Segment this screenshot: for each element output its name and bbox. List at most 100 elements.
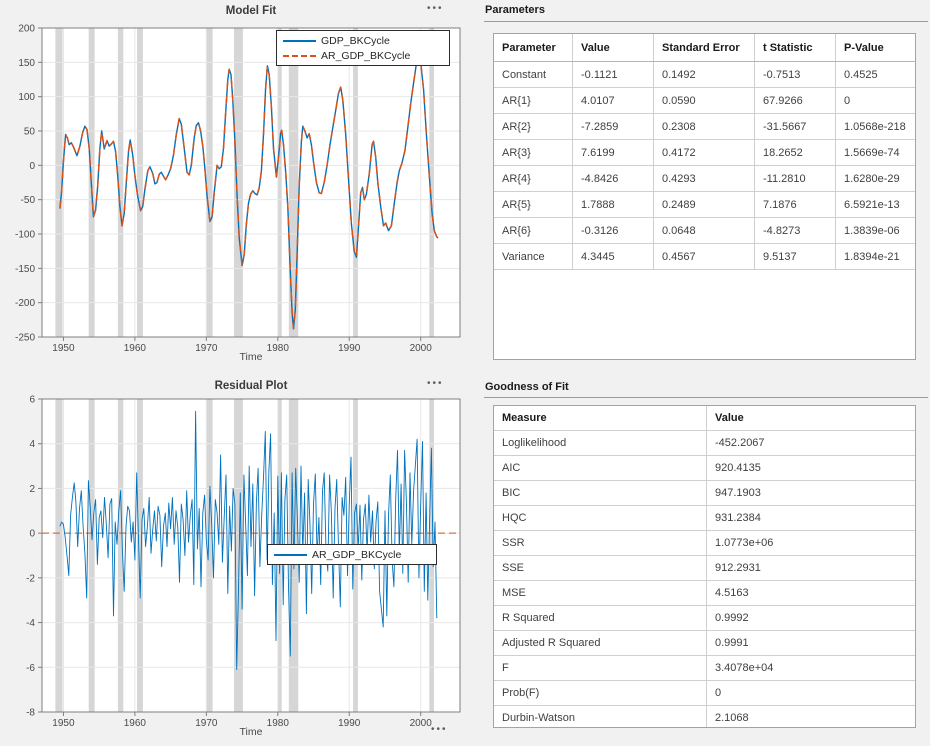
table-header-row: Parameter Value Standard Error t Statistic P… [494, 34, 915, 62]
goodness-of-fit-section-rule [484, 397, 928, 398]
table-row[interactable]: Constant -0.1121 0.1492 -0.7513 0.4525 [494, 62, 915, 88]
table-row[interactable]: HQC 931.2384 [494, 506, 915, 531]
table-cell: MSE [494, 581, 707, 605]
table-row[interactable]: MSE 4.5163 [494, 581, 915, 606]
legend-entry[interactable]: AR_GDP_BKCycle [283, 48, 442, 63]
residual-plot-bottom-options-icon[interactable]: ••• [431, 724, 448, 735]
table-row[interactable]: AIC 920.4135 [494, 456, 915, 481]
table-row[interactable]: Variance 4.3445 0.4567 9.5137 1.8394e-21 [494, 244, 915, 270]
model-fit-legend[interactable]: GDP_BKCycle AR_GDP_BKCycle [276, 30, 450, 66]
table-cell: Prob(F) [494, 681, 707, 705]
residual-plot-panel: 1950 1960 1970 1980 1990 2000 -8 -6 -4 -2 0 2 4 6 Res… [0, 375, 470, 746]
table-cell: 1.8394e-21 [844, 250, 900, 263]
table-row[interactable]: AR{2} -7.2859 0.2308 -31.5667 1.0568e-218 [494, 114, 915, 140]
model-fit-plot-panel: 1950 1960 1970 1980 1990 2000 -250 -200 -150 -100… [0, 0, 470, 375]
residual-plot-xlabel: Time [239, 726, 263, 738]
goodness-of-fit-table[interactable]: Measure Value Loglikelihood -452.2067 AIC 920… [493, 405, 916, 728]
table-row[interactable]: AR{4} -4.8426 0.4293 -11.2810 1.6280e-29 [494, 166, 915, 192]
svg-text:1960: 1960 [124, 343, 147, 354]
svg-text:1970: 1970 [195, 718, 218, 729]
table-row[interactable]: Loglikelihood -452.2067 [494, 431, 915, 456]
svg-text:-250: -250 [15, 333, 35, 344]
parameters-table[interactable]: Parameter Value Standard Error t Statistic P… [493, 33, 916, 360]
table-cell: 1.3839e-06 [844, 224, 900, 237]
table-cell: 1.7888 [573, 192, 654, 217]
table-cell: 6.5921e-13 [844, 198, 900, 211]
table-cell: 0.4293 [654, 166, 755, 191]
table-cell: 0.9991 [715, 637, 749, 649]
table-cell: 0.4525 [844, 68, 878, 81]
table-row[interactable]: BIC 947.1903 [494, 481, 915, 506]
parameters-section-rule [484, 21, 928, 22]
table-cell: SSE [494, 556, 707, 580]
table-cell: -0.3126 [573, 218, 654, 243]
model-fit-plot-canvas[interactable]: 1950 1960 1970 1980 1990 2000-250-200-150-100… [0, 0, 470, 375]
table-row[interactable]: AR{6} -0.3126 0.0648 -4.8273 1.3839e-06 [494, 218, 915, 244]
table-row[interactable]: AR{5} 1.7888 0.2489 7.1876 6.5921e-13 [494, 192, 915, 218]
residual-plot-title: Residual Plot [214, 380, 288, 392]
table-row[interactable]: Durbin-Watson 2.1068 [494, 706, 915, 727]
table-cell: 1.0568e-218 [844, 120, 906, 133]
table-cell: 0.2489 [654, 192, 755, 217]
table-row[interactable]: F 3.4078e+04 [494, 656, 915, 681]
svg-text:4: 4 [29, 439, 35, 450]
model-fit-xlabel: Time [239, 351, 263, 363]
parameters-section-title: Parameters [485, 4, 545, 16]
table-cell: -0.7513 [755, 62, 836, 87]
svg-text:50: 50 [24, 127, 36, 138]
table-cell: F [494, 656, 707, 680]
table-cell: Constant [494, 62, 573, 87]
svg-text:200: 200 [18, 24, 35, 35]
residual-plot-options-icon[interactable]: ••• [427, 378, 444, 389]
table-cell: Durbin-Watson [494, 706, 707, 727]
table-cell: Value [715, 412, 744, 424]
table-row[interactable]: R Squared 0.9992 [494, 606, 915, 631]
table-row[interactable]: SSR 1.0773e+06 [494, 531, 915, 556]
table-cell: 67.9266 [755, 88, 836, 113]
svg-text:-8: -8 [26, 708, 35, 719]
table-row[interactable]: AR{1} 4.0107 0.0590 67.9266 0 [494, 88, 915, 114]
svg-text:-200: -200 [15, 298, 35, 309]
svg-text:1960: 1960 [124, 718, 147, 729]
svg-text:2000: 2000 [410, 718, 433, 729]
table-cell: 912.2931 [715, 562, 761, 574]
residual-plot-legend[interactable]: AR_GDP_BKCycle [267, 544, 437, 565]
table-cell: Measure [494, 406, 707, 430]
table-cell: Loglikelihood [494, 431, 707, 455]
table-cell: BIC [494, 481, 707, 505]
model-fit-title: Model Fit [225, 5, 277, 17]
svg-text:-4: -4 [26, 618, 35, 629]
svg-text:1980: 1980 [267, 718, 290, 729]
svg-text:1980: 1980 [267, 343, 290, 354]
table-cell: Parameter [494, 34, 573, 61]
table-cell: 931.2384 [715, 512, 761, 524]
table-cell: 0.9992 [715, 612, 749, 624]
table-cell: 2.1068 [715, 712, 749, 724]
table-cell: P-Value [844, 41, 884, 54]
table-cell: 0.0648 [654, 218, 755, 243]
table-cell: 1.0773e+06 [715, 537, 774, 549]
svg-text:0: 0 [29, 161, 35, 172]
table-cell: 7.1876 [755, 192, 836, 217]
table-row[interactable]: SSE 912.2931 [494, 556, 915, 581]
table-cell: AR{2} [494, 114, 573, 139]
table-cell: 0 [844, 94, 851, 107]
table-cell: -31.5667 [755, 114, 836, 139]
table-cell: 947.1903 [715, 487, 761, 499]
table-row[interactable]: Prob(F) 0 [494, 681, 915, 706]
legend-label: GDP_BKCycle [321, 34, 390, 47]
model-fit-options-icon[interactable]: ••• [427, 3, 444, 14]
svg-text:150: 150 [18, 58, 35, 69]
table-cell: Value [573, 34, 654, 61]
svg-text:-2: -2 [26, 573, 35, 584]
table-cell: 0.1492 [654, 62, 755, 87]
svg-text:1990: 1990 [338, 718, 361, 729]
table-cell: AR{6} [494, 218, 573, 243]
table-cell: SSR [494, 531, 707, 555]
svg-text:100: 100 [18, 92, 35, 103]
svg-text:6: 6 [29, 395, 35, 406]
table-row[interactable]: Adjusted R Squared 0.9991 [494, 631, 915, 656]
legend-entry[interactable]: AR_GDP_BKCycle [274, 547, 429, 562]
table-row[interactable]: AR{3} 7.6199 0.4172 18.2652 1.5669e-74 [494, 140, 915, 166]
legend-entry[interactable]: GDP_BKCycle [283, 33, 442, 48]
